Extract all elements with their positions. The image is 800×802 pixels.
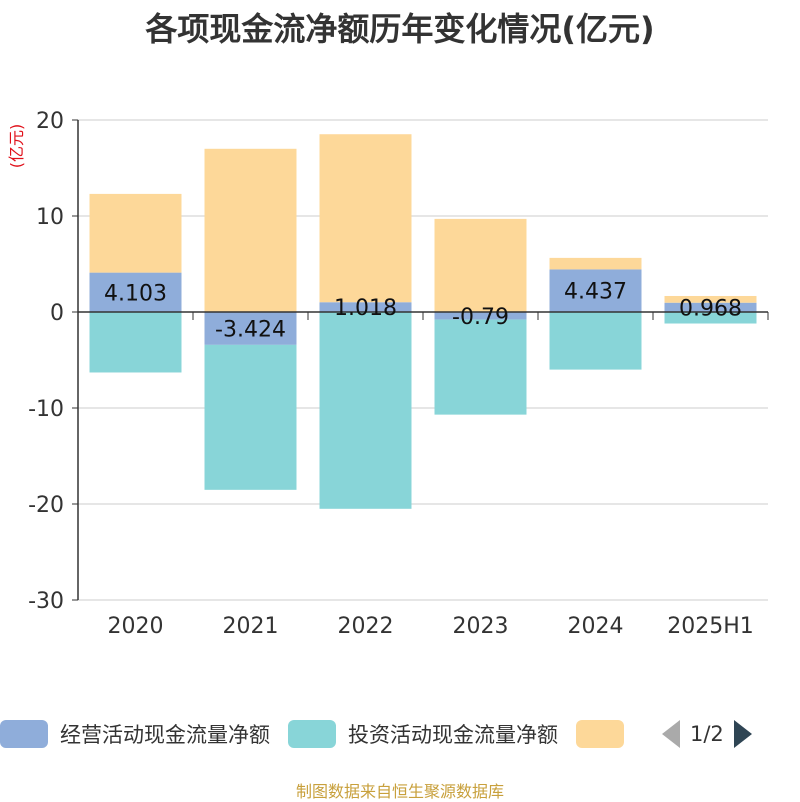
x-tick-label: 2024: [568, 614, 624, 639]
bar-2023-series-1: [434, 319, 527, 415]
x-tick-label: 2020: [108, 614, 164, 639]
bar-2021-series-0: [204, 312, 297, 345]
bar-2021-series-2: [204, 148, 297, 312]
legend-swatch-investing: [288, 720, 336, 748]
y-tick-label: 20: [36, 109, 64, 134]
x-tick-label: 2025H1: [667, 614, 754, 639]
chart-plot: 20 10 0 -10 -20 -30 (亿元) 2020 2021 2022 2023 2024 20…: [7, 109, 769, 639]
legend-swatch-financing: [576, 720, 624, 748]
y-tick-label: -10: [28, 397, 64, 422]
x-tick-label: 2021: [223, 614, 279, 639]
bar-2022-series-1: [319, 312, 412, 509]
bar-2021-series-1: [204, 344, 297, 490]
legend-label-investing: 投资活动现金流量净额: [348, 723, 558, 747]
y-axis-label: (亿元): [7, 124, 26, 169]
bar-2023-series-2: [434, 218, 527, 312]
y-tick-label: -30: [28, 589, 64, 614]
bar-2023-series-0: [434, 312, 527, 320]
bar-2025H1-series-0: [664, 302, 757, 312]
bar-2020-series-1: [89, 312, 182, 373]
data-label-2023: -0.79: [452, 305, 509, 330]
data-label-2021: -3.424: [215, 317, 286, 342]
y-tick-label: 0: [50, 301, 64, 326]
legend-next-icon[interactable]: [733, 720, 752, 748]
data-labels: 4.103 -3.424 1.018 -0.79 4.437 0.968: [104, 280, 742, 343]
y-tick-label: -20: [28, 493, 64, 518]
source-footer: 制图数据来自恒生聚源数据库: [295, 782, 504, 801]
legend-prev-icon[interactable]: [662, 720, 680, 748]
bar-2025H1-series-2: [664, 295, 757, 303]
legend-label-operating: 经营活动现金流量净额: [60, 723, 270, 747]
legend-item-operating[interactable]: 经营活动现金流量净额: [0, 719, 270, 749]
legend-item-financing[interactable]: [576, 720, 636, 748]
bar-2020-series-0: [89, 272, 182, 312]
x-tick-label: 2023: [453, 614, 509, 639]
legend-page-indicator: 1/2: [690, 722, 724, 746]
bar-2024-series-2: [549, 257, 642, 270]
data-label-2020: 4.103: [104, 281, 167, 306]
bar-2022-series-2: [319, 134, 412, 303]
legend: 经营活动现金流量净额 投资活动现金流量净额 1/2: [0, 712, 800, 756]
data-label-2024: 4.437: [564, 280, 627, 305]
y-tick-label: 10: [36, 205, 64, 230]
bar-2024-series-1: [549, 312, 642, 370]
axes: 20 10 0 -10 -20 -30 (亿元) 2020 2021 2022 2023 2024 20…: [7, 109, 769, 639]
bar-2024-series-0: [549, 269, 642, 312]
legend-item-investing[interactable]: 投资活动现金流量净额: [288, 719, 558, 749]
chart-title: 各项现金流净额历年变化情况(亿元): [145, 10, 655, 48]
grid-lines: [78, 119, 768, 601]
bar-2022-series-0: [319, 302, 412, 312]
bar-2020-series-2: [89, 193, 182, 273]
bar-2025H1-series-1: [664, 312, 757, 324]
data-label-2025H1: 0.968: [679, 296, 742, 321]
legend-pager: 1/2: [662, 720, 752, 748]
data-label-2022: 1.018: [334, 296, 397, 321]
legend-swatch-operating: [0, 720, 48, 748]
x-tick-label: 2022: [338, 614, 394, 639]
bars: [89, 134, 757, 509]
